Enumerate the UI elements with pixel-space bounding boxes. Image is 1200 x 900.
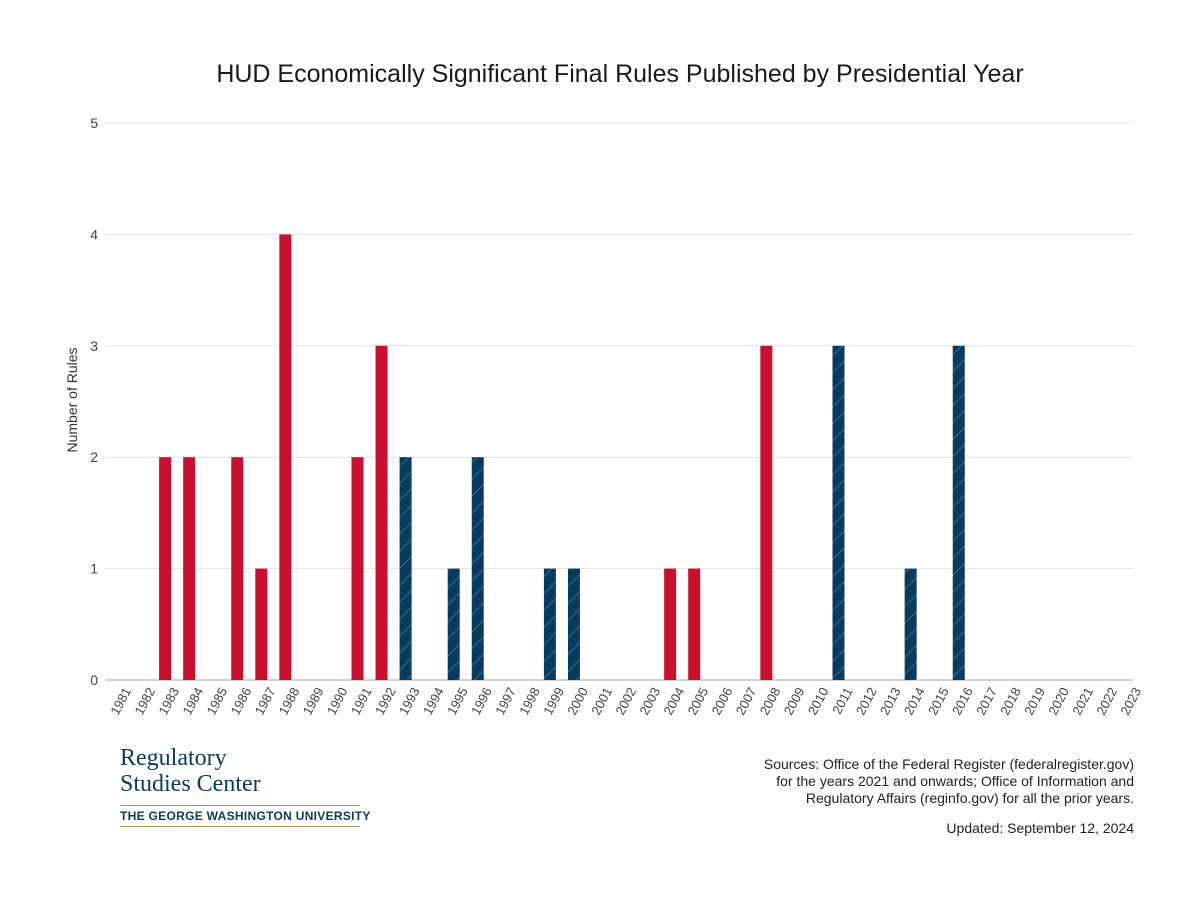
- bar-2014: [904, 568, 917, 680]
- x-tick-label: 2005: [684, 685, 711, 718]
- bar-2011: [832, 345, 845, 680]
- x-tick-label: 2003: [636, 685, 663, 718]
- x-tick-label: 1999: [540, 685, 567, 718]
- bar-2004: [664, 568, 677, 680]
- sources-line-1: Sources: Office of the Federal Register …: [763, 756, 1134, 772]
- x-tick-label: 2007: [733, 685, 760, 718]
- updated-date: Updated: September 12, 2024: [946, 820, 1134, 836]
- x-tick-label: 1988: [276, 685, 303, 718]
- bar-1999: [543, 568, 556, 680]
- bar-1986: [231, 457, 244, 680]
- x-tick-label: 2013: [877, 685, 904, 718]
- sources-note: Sources: Office of the Federal Register …: [674, 756, 1134, 807]
- x-tick-label: 2000: [564, 685, 591, 718]
- x-tick-label: 1993: [396, 685, 423, 718]
- y-tick-label: 4: [90, 226, 98, 242]
- bar-1995: [447, 568, 460, 680]
- x-axis-ticks: 1981198219831984198519861987198819891990…: [107, 685, 1144, 718]
- x-tick-label: 2022: [1093, 685, 1120, 718]
- y-tick-label: 2: [90, 449, 98, 465]
- x-tick-label: 1990: [324, 685, 351, 718]
- sources-line-3: Regulatory Affairs (reginfo.gov) for all…: [805, 790, 1134, 806]
- x-tick-label: 2010: [805, 685, 832, 718]
- bar-1993: [399, 457, 412, 680]
- x-tick-label: 2012: [853, 685, 880, 718]
- bar-2016: [952, 345, 965, 680]
- x-tick-label: 2017: [973, 685, 1000, 718]
- x-tick-label: 1986: [228, 685, 255, 718]
- bars: [159, 234, 965, 680]
- y-tick-label: 1: [90, 561, 98, 577]
- bar-1996: [471, 457, 484, 680]
- y-axis-ticks: 0 1 2 3 4 5: [90, 115, 98, 688]
- x-tick-label: 2011: [829, 685, 855, 717]
- x-tick-label: 2018: [997, 685, 1024, 718]
- y-tick-label: 3: [90, 338, 98, 354]
- y-tick-label: 5: [90, 115, 98, 131]
- y-tick-label: 0: [90, 672, 98, 688]
- bar-1987: [255, 568, 268, 680]
- logo-rule-2: [120, 826, 360, 827]
- bar-2000: [567, 568, 580, 680]
- x-tick-label: 2015: [925, 685, 952, 718]
- x-tick-label: 1997: [492, 685, 519, 718]
- bar-1988: [279, 234, 292, 680]
- bar-2005: [688, 568, 701, 680]
- x-tick-label: 2021: [1069, 685, 1096, 718]
- bar-2008: [760, 345, 773, 680]
- x-tick-label: 1998: [516, 685, 543, 718]
- bar-1992: [375, 345, 388, 680]
- rsc-logo: Regulatory Studies Center THE GEORGE WAS…: [120, 745, 371, 827]
- logo-line-3: THE GEORGE WASHINGTON UNIVERSITY: [120, 809, 371, 823]
- x-tick-label: 1981: [107, 685, 134, 718]
- x-tick-label: 1982: [131, 685, 158, 718]
- bar-1983: [159, 457, 172, 680]
- x-tick-label: 1994: [420, 685, 447, 718]
- chart-title: HUD Economically Significant Final Rules…: [216, 60, 1024, 88]
- y-axis-label: Number of Rules: [64, 347, 80, 452]
- sources-line-2: for the years 2021 and onwards; Office o…: [776, 773, 1134, 789]
- x-tick-label: 2023: [1117, 685, 1144, 718]
- x-tick-label: 2016: [949, 685, 976, 718]
- x-tick-label: 1995: [444, 685, 471, 718]
- x-tick-label: 2001: [588, 685, 615, 718]
- logo-line-1: Regulatory: [120, 745, 227, 771]
- x-tick-label: 2014: [901, 685, 928, 718]
- x-tick-label: 2006: [709, 685, 736, 718]
- x-tick-label: 1987: [252, 685, 279, 718]
- x-tick-label: 2008: [757, 685, 784, 718]
- bar-1984: [183, 457, 196, 680]
- logo-rule: [120, 805, 360, 806]
- bar-1991: [351, 457, 364, 680]
- x-tick-label: 1996: [468, 685, 495, 718]
- x-tick-label: 1992: [372, 685, 399, 718]
- x-tick-label: 2019: [1021, 685, 1048, 718]
- x-tick-label: 1991: [348, 685, 375, 718]
- logo-line-2: Studies Center: [120, 771, 261, 797]
- x-tick-label: 2004: [660, 685, 687, 718]
- x-tick-label: 1983: [155, 685, 182, 718]
- x-tick-label: 2020: [1045, 685, 1072, 718]
- x-tick-label: 1984: [179, 685, 206, 718]
- x-tick-label: 2002: [612, 685, 639, 718]
- x-tick-label: 2009: [781, 685, 808, 718]
- x-tick-label: 1989: [300, 685, 327, 718]
- x-tick-label: 1985: [203, 685, 230, 718]
